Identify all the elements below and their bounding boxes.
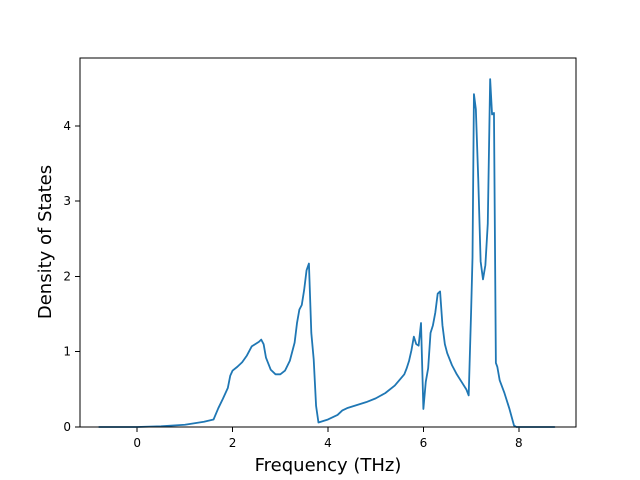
x-axis-label: Frequency (THz) xyxy=(255,455,402,476)
x-tick-label: 0 xyxy=(133,436,141,450)
y-tick-label: 0 xyxy=(63,420,71,434)
y-axis-ticks: 0 1 2 3 4 xyxy=(63,119,80,434)
y-tick-label: 4 xyxy=(63,119,71,133)
density-of-states-line xyxy=(98,78,556,428)
y-tick-label: 1 xyxy=(63,345,71,359)
x-tick-label: 4 xyxy=(324,436,332,450)
y-tick-label: 3 xyxy=(63,194,71,208)
y-tick-label: 2 xyxy=(63,269,71,283)
x-axis-ticks: 0 2 4 6 8 xyxy=(133,427,523,450)
x-tick-label: 6 xyxy=(420,436,428,450)
x-tick-label: 2 xyxy=(229,436,237,450)
x-tick-label: 8 xyxy=(515,436,523,450)
axes-frame xyxy=(79,57,577,428)
y-axis-label: Density of States xyxy=(35,165,56,319)
plot-area xyxy=(80,58,576,427)
